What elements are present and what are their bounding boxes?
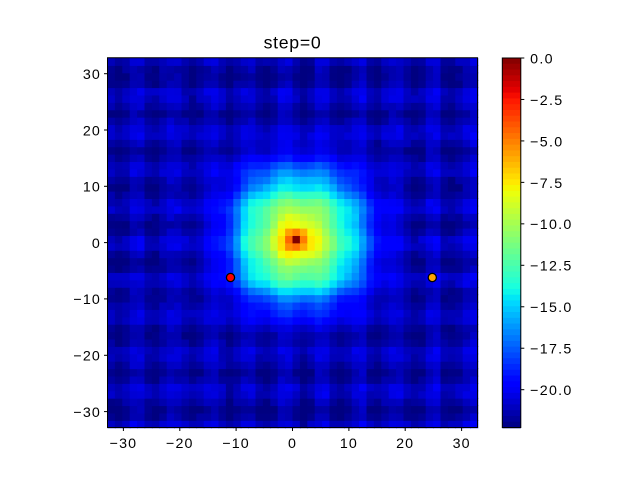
svg-text:20: 20 <box>83 123 101 139</box>
svg-text:−2.5: −2.5 <box>530 93 563 109</box>
svg-text:−17.5: −17.5 <box>530 342 573 358</box>
svg-text:30: 30 <box>453 436 471 452</box>
svg-text:30: 30 <box>83 67 101 83</box>
svg-text:0.0: 0.0 <box>530 51 554 67</box>
svg-text:0: 0 <box>288 436 297 452</box>
svg-text:0: 0 <box>92 236 101 252</box>
svg-text:−5.0: −5.0 <box>530 134 563 150</box>
svg-text:−20: −20 <box>166 436 193 452</box>
svg-text:−10: −10 <box>73 292 100 308</box>
svg-text:−30: −30 <box>73 405 100 421</box>
svg-text:−30: −30 <box>110 436 137 452</box>
svg-text:−10: −10 <box>222 436 249 452</box>
svg-text:−7.5: −7.5 <box>530 176 563 192</box>
svg-text:−20: −20 <box>73 349 100 365</box>
svg-text:step=0: step=0 <box>264 32 322 52</box>
svg-text:10: 10 <box>340 436 358 452</box>
svg-text:20: 20 <box>396 436 414 452</box>
svg-text:−15.0: −15.0 <box>530 300 573 316</box>
svg-text:−10.0: −10.0 <box>530 217 573 233</box>
svg-text:−12.5: −12.5 <box>530 259 573 275</box>
svg-text:−20.0: −20.0 <box>530 383 573 399</box>
svg-text:10: 10 <box>83 180 101 196</box>
